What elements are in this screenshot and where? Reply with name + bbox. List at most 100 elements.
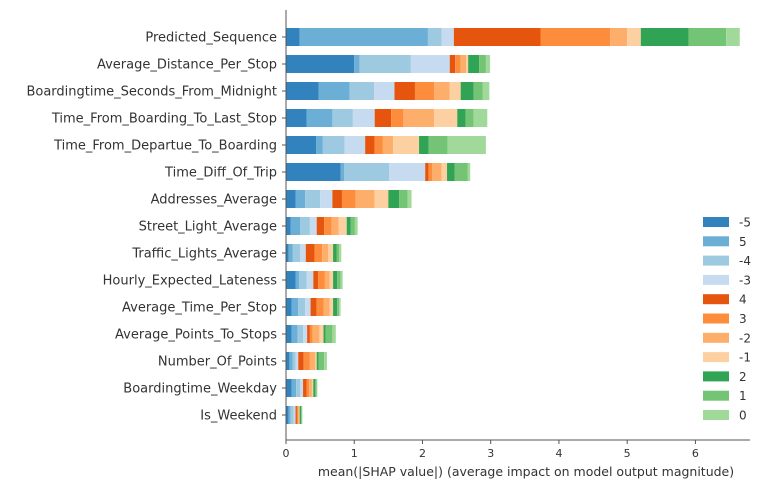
bar-segment (316, 379, 318, 397)
bar-segment (479, 55, 486, 73)
bar-segment (485, 55, 491, 73)
bar-segment (449, 82, 461, 100)
bar-segment (299, 28, 428, 46)
bar-segment (303, 325, 308, 343)
bar-segment (350, 217, 355, 235)
bar-segment (460, 55, 467, 73)
bar-segment (344, 136, 366, 154)
category-label: Time_From_Boarding_To_Last_Stop (51, 112, 277, 127)
bar-segment (640, 28, 689, 46)
bar-segment (309, 217, 317, 235)
bar-segment (434, 109, 458, 127)
legend-swatch (703, 390, 729, 401)
bar-segment (355, 190, 375, 208)
bar-segment (316, 298, 324, 316)
bar-segment (340, 163, 344, 181)
bar-segment (315, 352, 317, 370)
legend-label: 0 (739, 409, 747, 423)
bar-segment (314, 244, 323, 262)
bar-segment (325, 325, 333, 343)
bar-segment (394, 82, 415, 100)
bar-segment (295, 406, 297, 424)
bar-segment (296, 379, 301, 397)
legend-swatch (703, 274, 729, 285)
bar-segment (540, 28, 611, 46)
bar-segment (473, 109, 488, 127)
category-label: Number_Of_Points (158, 355, 277, 370)
bar-segment (312, 325, 320, 343)
bar-segment (306, 379, 310, 397)
category-label: Average_Distance_Per_Stop (97, 58, 277, 73)
legend-label: 1 (739, 389, 747, 403)
bar-segment (457, 109, 466, 127)
bar-segment (332, 325, 336, 343)
x-tick-label: 3 (487, 447, 494, 460)
legend-label: -2 (739, 331, 751, 345)
category-label: Boardingtime_Weekday (123, 382, 277, 397)
bar-segment (318, 82, 350, 100)
bar-segment (627, 28, 641, 46)
bar-segment (354, 217, 358, 235)
category-label: Predicted_Sequence (145, 31, 277, 46)
bar-segment (288, 244, 293, 262)
bar-segment (382, 136, 394, 154)
bar-segment (441, 163, 448, 181)
category-label: Traffic_Lights_Average (131, 247, 277, 262)
bar-segment (310, 298, 317, 316)
bar-segment (447, 163, 455, 181)
bar-segment (349, 82, 375, 100)
bar-segment (318, 271, 325, 289)
bar-segment (419, 136, 429, 154)
bar-segment (447, 136, 486, 154)
bar-segment (726, 28, 740, 46)
bar-segment (315, 379, 317, 397)
bar-segment (303, 379, 307, 397)
bar-segment (300, 217, 310, 235)
bar-segment (455, 55, 461, 73)
category-label: Addresses_Average (151, 193, 277, 208)
bar-segment (337, 298, 340, 316)
bar-segment (389, 163, 426, 181)
bar-segment (290, 217, 301, 235)
legend-swatch (703, 236, 729, 247)
bar-segment (313, 379, 316, 397)
bar-segment (432, 163, 442, 181)
bar-segment (306, 109, 333, 127)
bar-segment (329, 298, 334, 316)
bar-segment (320, 190, 333, 208)
legend-label: -3 (739, 273, 751, 287)
category-label: Is_Weekend (200, 409, 277, 424)
bar-segment (311, 379, 314, 397)
legend-swatch (703, 313, 729, 324)
bar-segment (316, 136, 323, 154)
bar-segment (453, 28, 541, 46)
bar-segment (297, 325, 304, 343)
x-tick-label: 6 (692, 447, 699, 460)
legend-label: 3 (739, 312, 747, 326)
category-label: Time_Diff_Of_Trip (164, 166, 277, 181)
legend-swatch (703, 332, 729, 343)
bar-segment (346, 217, 351, 235)
bar-segment (333, 298, 338, 316)
bar-segment (286, 55, 355, 73)
bar-segment (286, 28, 300, 46)
bar-segment (341, 190, 356, 208)
bar-segment (324, 271, 330, 289)
bar-segment (291, 298, 299, 316)
bar-segment (292, 352, 296, 370)
bar-segment (324, 352, 327, 370)
bar-segment (344, 163, 390, 181)
bar-segment (319, 325, 324, 343)
legend: -5 5 -4 -3 4 3 -2 -1 2 1 0 (703, 216, 751, 423)
bar-segment (332, 190, 342, 208)
bar-segment (305, 298, 311, 316)
bar-segment (328, 244, 334, 262)
bar-segment (318, 352, 325, 370)
bar-segment (313, 271, 319, 289)
bar-segment (332, 109, 353, 127)
bar-segment (298, 271, 307, 289)
bar-segment (374, 190, 389, 208)
bar-segment (286, 244, 289, 262)
bar-segment (286, 217, 291, 235)
